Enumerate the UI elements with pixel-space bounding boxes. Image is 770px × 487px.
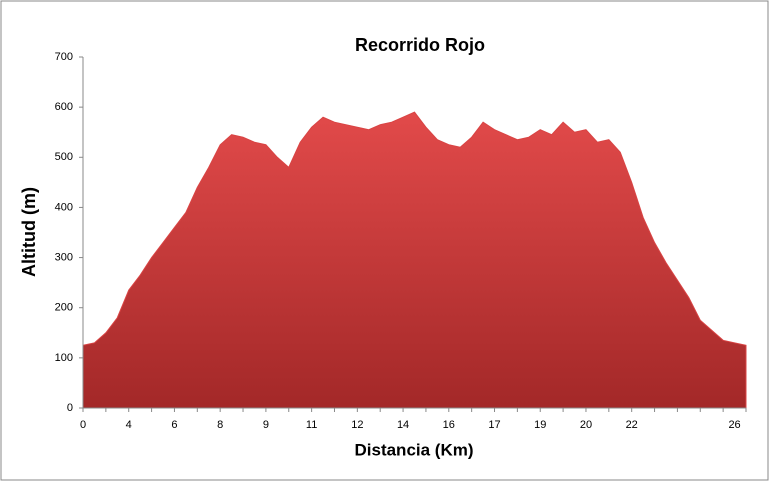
x-axis-title: Distancia (Km) — [354, 440, 473, 459]
x-tick-label: 0 — [80, 419, 86, 431]
area — [82, 111, 747, 409]
x-tick-label: 9 — [263, 419, 269, 431]
y-tick-label: 500 — [55, 151, 73, 163]
x-tick-label: 19 — [534, 419, 546, 431]
x-tick-label: 17 — [488, 419, 500, 431]
x-tick-label: 26 — [728, 419, 740, 431]
y-tick-label: 600 — [55, 101, 73, 113]
y-tick-label: 400 — [55, 201, 73, 213]
x-tick-label: 4 — [126, 419, 132, 431]
y-tick-label: 300 — [55, 251, 73, 263]
y-tick-label: 0 — [67, 402, 73, 414]
y-tick-label: 100 — [55, 352, 73, 364]
x-tick-label: 6 — [171, 419, 177, 431]
x-tick-label: 22 — [626, 419, 638, 431]
y-tick-label: 700 — [55, 51, 73, 63]
x-tick-label: 20 — [580, 419, 592, 431]
y-axis-title: Altitud (m) — [19, 187, 39, 277]
x-tick-label: 16 — [443, 419, 455, 431]
y-tick-label: 200 — [55, 302, 73, 314]
chart-title: Recorrido Rojo — [355, 35, 485, 55]
x-tick-label: 11 — [306, 419, 317, 431]
x-tick-label: 12 — [351, 419, 363, 431]
x-tick-label: 8 — [217, 419, 223, 431]
x-tick-label: 14 — [397, 419, 409, 431]
